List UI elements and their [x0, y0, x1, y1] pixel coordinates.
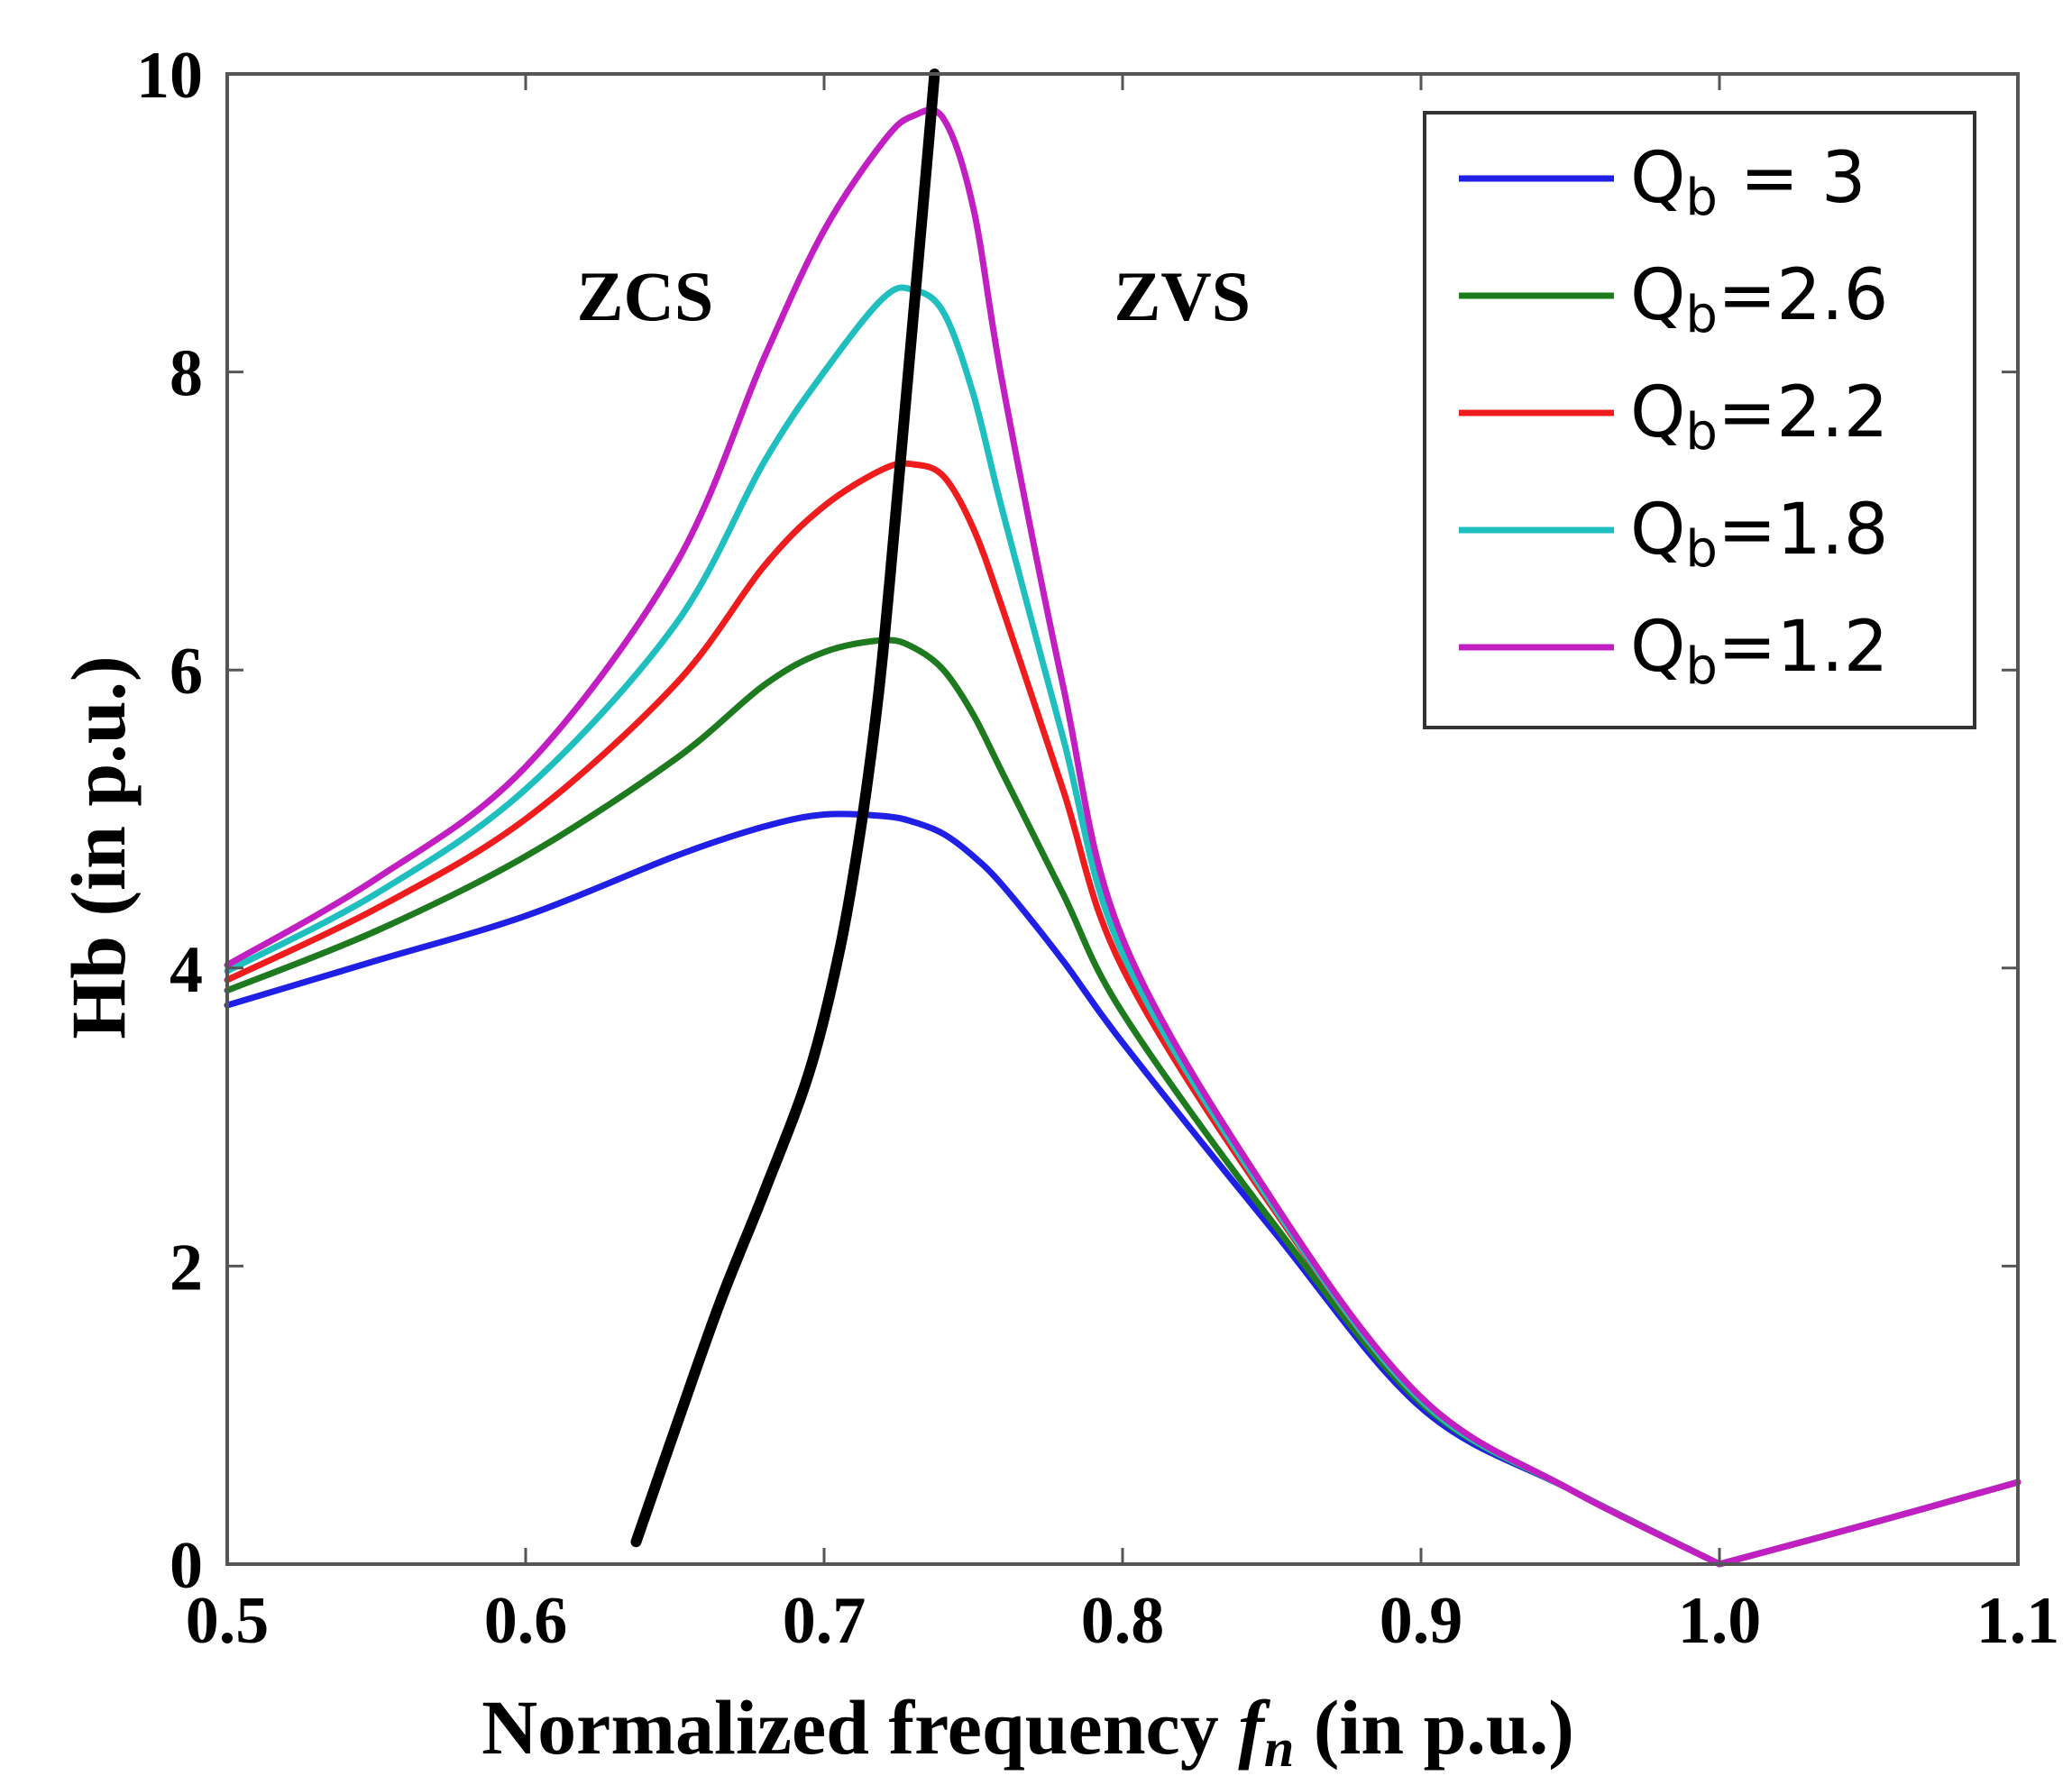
x-axis-title-sep — [1219, 1684, 1239, 1771]
y-tick-label: 10 — [136, 39, 203, 113]
plot-lines — [224, 69, 2022, 1568]
legend-label: Qb=1.2 — [1630, 607, 1888, 696]
zcs-annotation: ZCS — [577, 257, 714, 335]
axis-ticks — [225, 72, 2020, 1566]
legend-items: Qb = 3Qb=2.6Qb=2.2Qb=1.8Qb=1.2 — [1459, 138, 1888, 696]
x-axis-title-sep2 — [1294, 1684, 1314, 1771]
y-tick-label: 4 — [170, 933, 203, 1007]
legend-label-prefix: Q — [1630, 255, 1685, 336]
y-tick-label: 8 — [170, 337, 203, 411]
series-line-1 — [224, 810, 2022, 1568]
series-line-5 — [224, 106, 2022, 1568]
legend-label-sub: b — [1685, 637, 1718, 696]
x-axis-title-suffix: (in p.u.) — [1314, 1684, 1574, 1771]
legend-label-prefix: Q — [1630, 138, 1685, 219]
legend-label-sub: b — [1685, 169, 1718, 227]
legend-label: Qb = 3 — [1630, 138, 1866, 227]
tick-labels: 0.5 0.6 0.7 0.8 0.9 1.0 1.1 0 2 4 6 8 10 — [136, 39, 2059, 1658]
x-tick-label: 0.5 — [186, 1584, 270, 1658]
legend-label-value: =2.2 — [1718, 372, 1888, 453]
x-axis-title-main: Normalized frequency — [481, 1684, 1219, 1771]
legend-label-value: =2.6 — [1718, 255, 1888, 336]
boundary-curve — [630, 69, 940, 1548]
y-axis-title: Hb (in p.u.) — [55, 655, 142, 1039]
legend-label-sub: b — [1685, 403, 1718, 462]
x-tick-label: 0.8 — [1081, 1584, 1165, 1658]
x-tick-label: 0.7 — [783, 1584, 866, 1658]
legend-label-value: = 3 — [1718, 138, 1866, 219]
y-tick-label: 2 — [170, 1231, 203, 1304]
legend-label: Qb=2.6 — [1630, 255, 1888, 344]
legend-label: Qb=2.2 — [1630, 372, 1888, 462]
legend-label-sub: b — [1685, 520, 1718, 579]
legend-label-prefix: Q — [1630, 372, 1685, 453]
zvs-annotation: ZVS — [1114, 257, 1251, 335]
legend-label-prefix: Q — [1630, 490, 1685, 571]
legend-label-prefix: Q — [1630, 607, 1685, 688]
legend: Qb = 3Qb=2.6Qb=2.2Qb=1.8Qb=1.2 — [1423, 111, 1976, 729]
y-tick-label: 6 — [170, 635, 203, 709]
x-tick-label: 1.0 — [1678, 1584, 1762, 1658]
legend-label-value: =1.2 — [1718, 607, 1888, 688]
legend-label-sub: b — [1685, 286, 1718, 344]
x-tick-label: 1.1 — [1976, 1584, 2060, 1658]
series-line-2 — [224, 636, 2022, 1568]
y-tick-label: 0 — [170, 1529, 203, 1603]
x-tick-label: 0.9 — [1380, 1584, 1463, 1658]
legend-label-value: =1.8 — [1718, 490, 1888, 571]
x-tick-label: 0.6 — [484, 1584, 568, 1658]
legend-label: Qb=1.8 — [1630, 490, 1888, 579]
x-axis-title: Normalized frequency fn (in p.u.) — [481, 1684, 1574, 1778]
legend-box — [1423, 111, 1976, 729]
x-axis-symbol-sub: n — [1264, 1718, 1294, 1778]
